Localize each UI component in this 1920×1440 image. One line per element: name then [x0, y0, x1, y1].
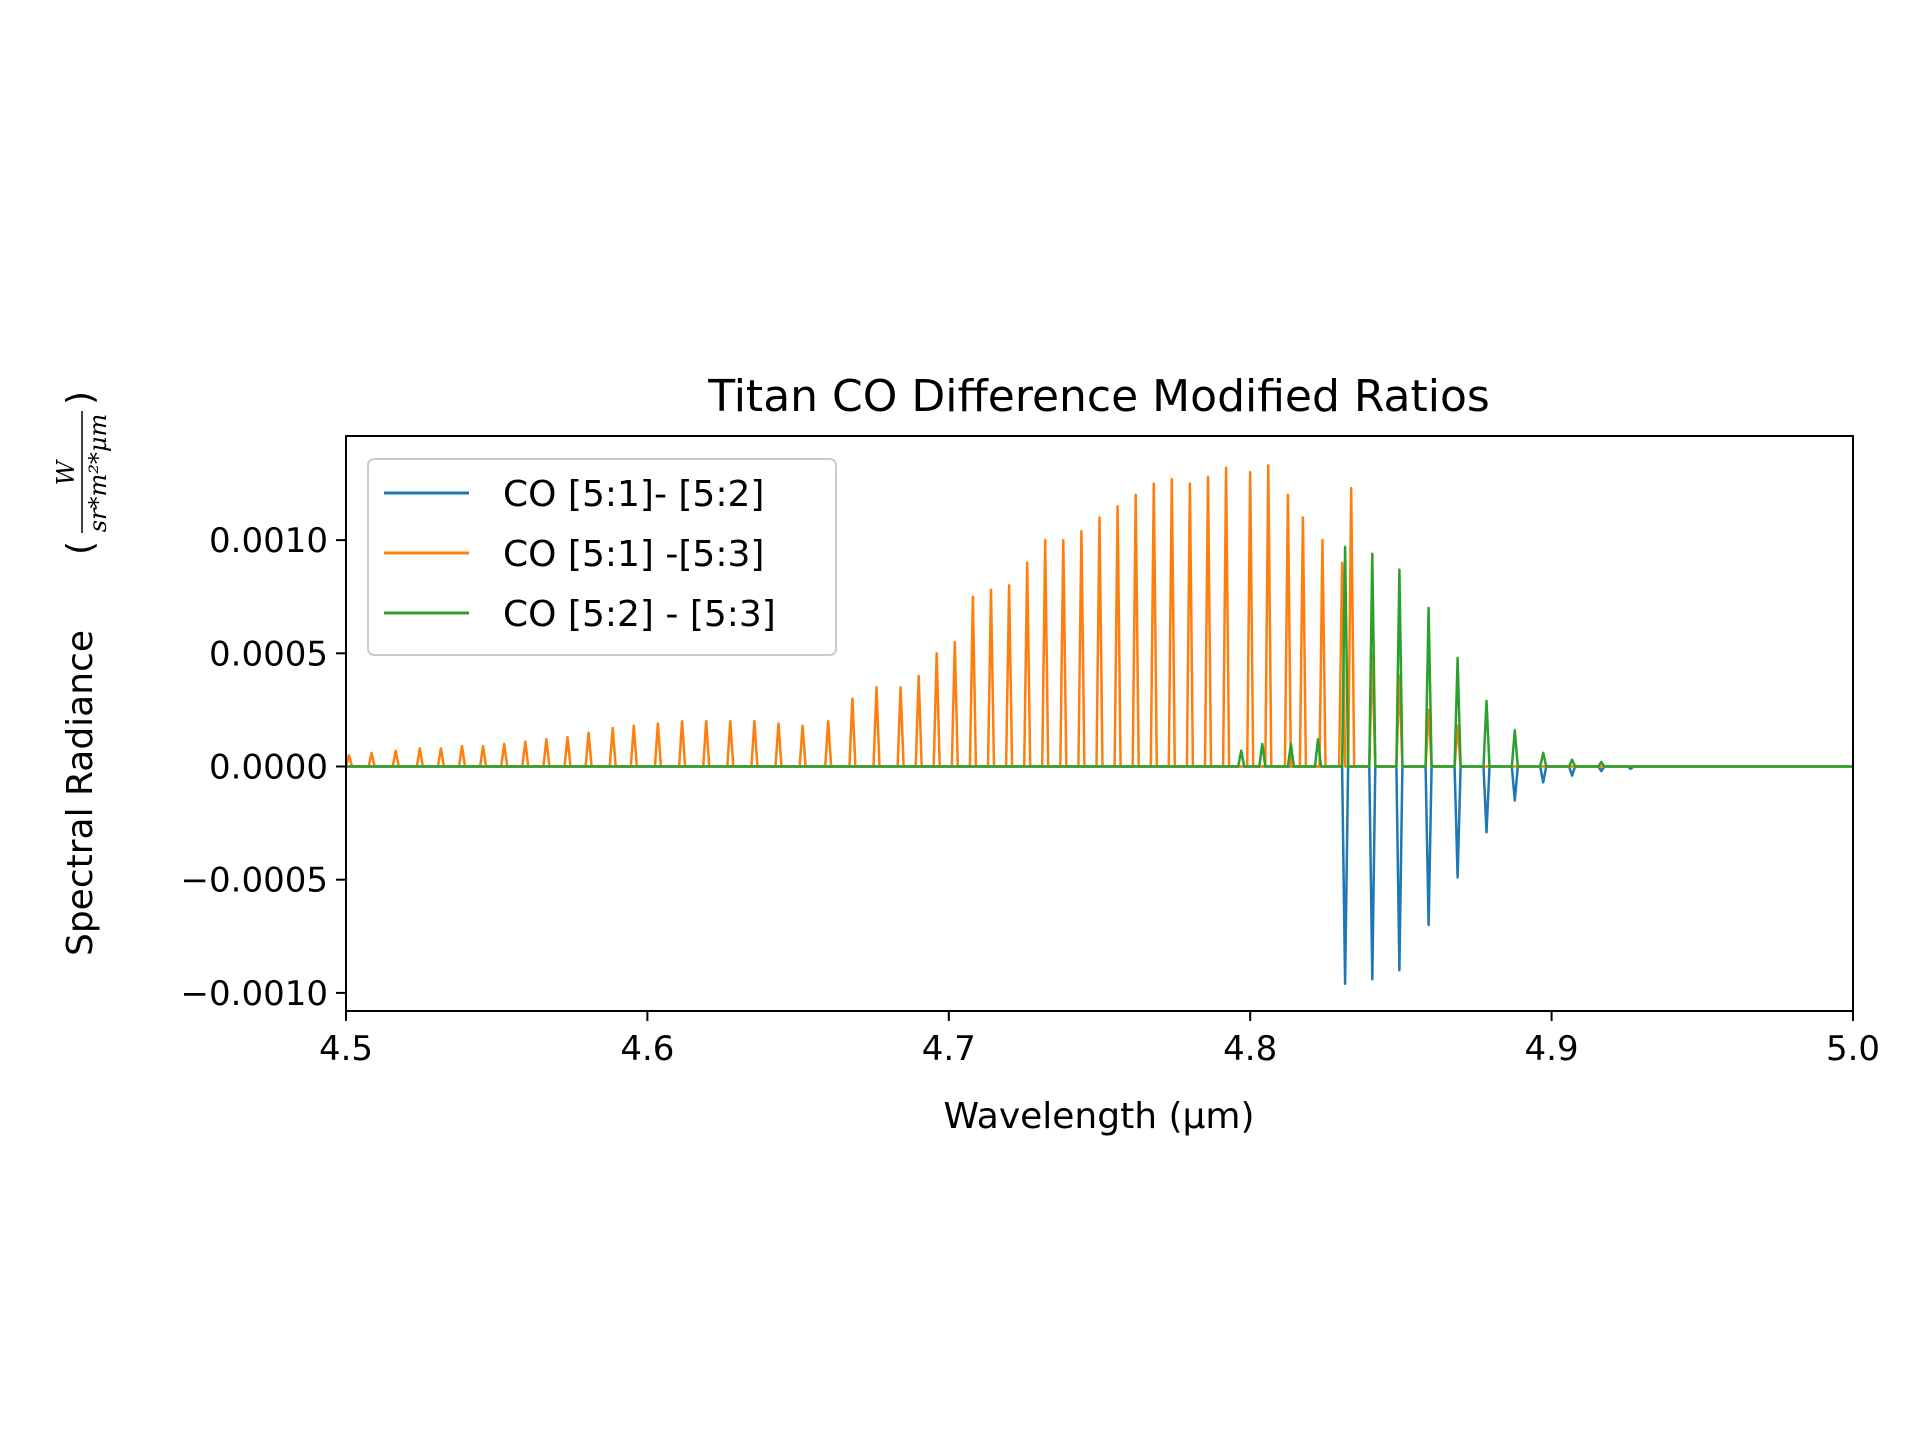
- series-2: [346, 545, 1853, 768]
- x-tick-label: 4.7: [922, 1029, 976, 1069]
- y-tick-label: 0.0005: [209, 634, 328, 674]
- legend-label-0: CO [5:1]- [5:2]: [503, 474, 764, 515]
- x-axis: 4.5 4.6 4.7 4.8 4.9 5.0: [319, 1011, 1880, 1069]
- y-axis-unit-open-paren: (: [60, 541, 101, 555]
- y-tick-label: 0.0000: [209, 748, 328, 788]
- x-tick-label: 4.9: [1525, 1029, 1579, 1069]
- series-line-0: [346, 765, 1853, 986]
- y-tick-label: −0.0010: [181, 974, 328, 1014]
- chart-title: Titan CO Difference Modified Ratios: [707, 371, 1490, 422]
- x-tick-label: 4.8: [1223, 1029, 1277, 1069]
- series-line-2: [346, 545, 1853, 768]
- x-tick-label: 5.0: [1826, 1029, 1880, 1069]
- legend-box: [367, 458, 837, 656]
- x-tick-label: 4.6: [620, 1029, 674, 1069]
- legend-label-1: CO [5:1] -[5:3]: [503, 534, 764, 575]
- series-0: [346, 765, 1853, 986]
- y-tick-label: 0.0010: [209, 521, 328, 561]
- legend-label-2: CO [5:2] - [5:3]: [503, 594, 776, 635]
- y-axis-unit-close-paren: ): [60, 391, 101, 405]
- y-axis-label: Spectral Radiance ( W sr*m²*μm ): [52, 391, 112, 956]
- y-axis: 0.0010 0.0005 0.0000 −0.0005 −0.0010: [181, 521, 346, 1014]
- x-tick-label: 4.5: [319, 1029, 373, 1069]
- y-axis-label-text: Spectral Radiance: [60, 630, 101, 956]
- y-tick-label: −0.0005: [181, 861, 328, 901]
- y-axis-unit-numerator: W: [52, 458, 80, 485]
- legend: CO [5:1]- [5:2] CO [5:1] -[5:3] CO [5:2]…: [367, 458, 837, 656]
- series-layer: [346, 464, 1853, 986]
- plot-frame: [345, 435, 1854, 1012]
- y-axis-unit-denominator: sr*m²*μm: [84, 414, 112, 533]
- x-axis-label: Wavelength (μm): [943, 1096, 1254, 1137]
